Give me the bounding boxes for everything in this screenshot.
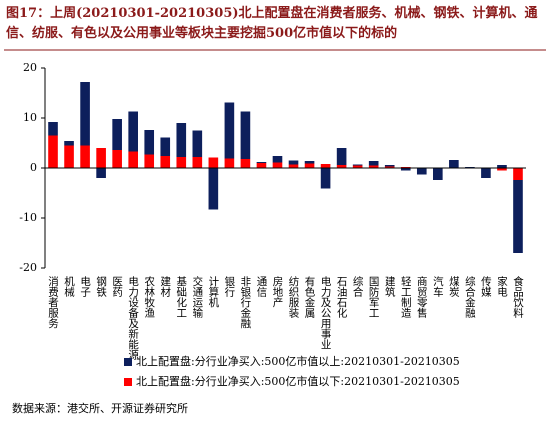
x-tick-label: 电力及公用事业	[320, 275, 332, 349]
bar	[112, 119, 122, 150]
bar	[304, 163, 315, 168]
y-tick-label: -10	[19, 211, 37, 224]
bar	[497, 165, 507, 168]
x-tick-label: 基础化工	[175, 275, 187, 318]
x-tick-label: 传媒	[480, 276, 492, 298]
bar	[272, 156, 283, 163]
bar	[497, 168, 507, 171]
x-tick-label: 医药	[111, 276, 123, 298]
x-tick-label: 汽车	[432, 275, 444, 298]
x-tick-label: 有色金属	[304, 275, 316, 319]
bar	[176, 157, 187, 168]
x-tick-label: 交通运输	[191, 275, 203, 319]
x-tick-label: 综合	[352, 275, 364, 298]
bar	[352, 164, 363, 166]
x-tick-label: 计算机	[207, 275, 219, 308]
bar	[80, 145, 90, 168]
bar	[112, 150, 122, 168]
bar	[224, 102, 235, 159]
x-tick-label: 综合金融	[464, 275, 476, 319]
bar	[224, 158, 235, 168]
bar	[368, 161, 379, 166]
bar	[96, 168, 106, 178]
bar	[449, 160, 459, 168]
bar	[128, 111, 138, 152]
x-tick-label: 农林牧渔	[143, 275, 155, 319]
bar	[384, 165, 395, 167]
bar	[368, 165, 379, 168]
title-box: 图17：上周(20210301-20210305)北上配置盘在消费者服务、机械、…	[6, 6, 538, 41]
bar	[513, 180, 523, 253]
bar	[352, 165, 363, 168]
bar	[96, 148, 106, 168]
x-tick-label: 电力设备及新能源	[127, 275, 139, 361]
x-tick-label: 家电	[496, 275, 508, 297]
x-tick-label: 通信	[255, 276, 267, 298]
bar	[160, 137, 171, 156]
bar	[240, 159, 251, 168]
x-tick-label: 商贸零售	[416, 275, 428, 319]
bar	[208, 168, 219, 210]
bar	[465, 167, 475, 168]
bar	[400, 168, 411, 171]
bar	[384, 166, 395, 168]
bar	[336, 165, 347, 168]
bar	[288, 164, 299, 168]
bar	[160, 156, 171, 168]
x-tick-label: 食品饮料	[512, 275, 524, 319]
y-tick-label: 20	[23, 61, 37, 74]
bar	[256, 162, 267, 163]
source: 数据来源：港交所、开源证券研究所	[12, 401, 188, 415]
x-tick-label: 轻工制造	[400, 275, 412, 318]
bar	[320, 168, 331, 189]
chart-title: 图17：上周(20210301-20210305)北上配置盘在消费者服务、机械、…	[6, 6, 538, 41]
x-tick-label: 银行	[223, 275, 235, 298]
bar	[416, 168, 427, 175]
x-tick-label: 电子	[79, 275, 91, 297]
bar	[433, 168, 443, 180]
bar	[128, 151, 138, 168]
bar	[256, 163, 267, 168]
bar	[208, 157, 219, 168]
bar	[144, 130, 155, 155]
y-tick-label: 0	[30, 161, 37, 174]
bar	[304, 161, 315, 164]
y-tick-label: -20	[19, 261, 37, 274]
y-tick-label: 10	[23, 111, 37, 124]
bar	[48, 122, 58, 136]
legend-swatch	[124, 358, 132, 366]
bar	[481, 168, 491, 178]
bar	[64, 145, 74, 168]
x-tick-label: 钢铁	[95, 275, 107, 298]
bar	[64, 141, 74, 146]
bar	[144, 154, 155, 168]
x-tick-label: 非银行金融	[239, 276, 251, 329]
x-tick-label: 消费者服务	[47, 275, 59, 329]
bar	[192, 130, 203, 157]
bar	[513, 168, 523, 180]
bar	[320, 164, 331, 168]
x-tick-label: 煤炭	[448, 275, 460, 298]
bar	[176, 123, 187, 157]
bar	[272, 162, 283, 168]
x-tick-label: 国防军工	[368, 276, 380, 318]
x-tick-label: 石油石化	[336, 276, 348, 319]
x-tick-label: 建材	[159, 275, 171, 297]
legend-label: 北上配置盘:分行业净买入:500亿市值以下:20210301-20210305	[136, 374, 460, 388]
x-tick-label: 房地产	[271, 275, 283, 308]
legend-swatch	[124, 378, 132, 386]
bar	[192, 157, 203, 168]
bar	[48, 135, 58, 168]
bar	[80, 82, 90, 146]
bar	[288, 160, 299, 165]
x-tick-label: 建筑	[384, 275, 396, 297]
x-tick-label: 机械	[63, 275, 75, 298]
bar	[240, 111, 251, 159]
x-tick-label: 纺织服装	[288, 275, 300, 319]
legend-label: 北上配置盘:分行业净买入:500亿市值以上:20210301-20210305	[136, 354, 460, 368]
bar	[336, 148, 347, 165]
